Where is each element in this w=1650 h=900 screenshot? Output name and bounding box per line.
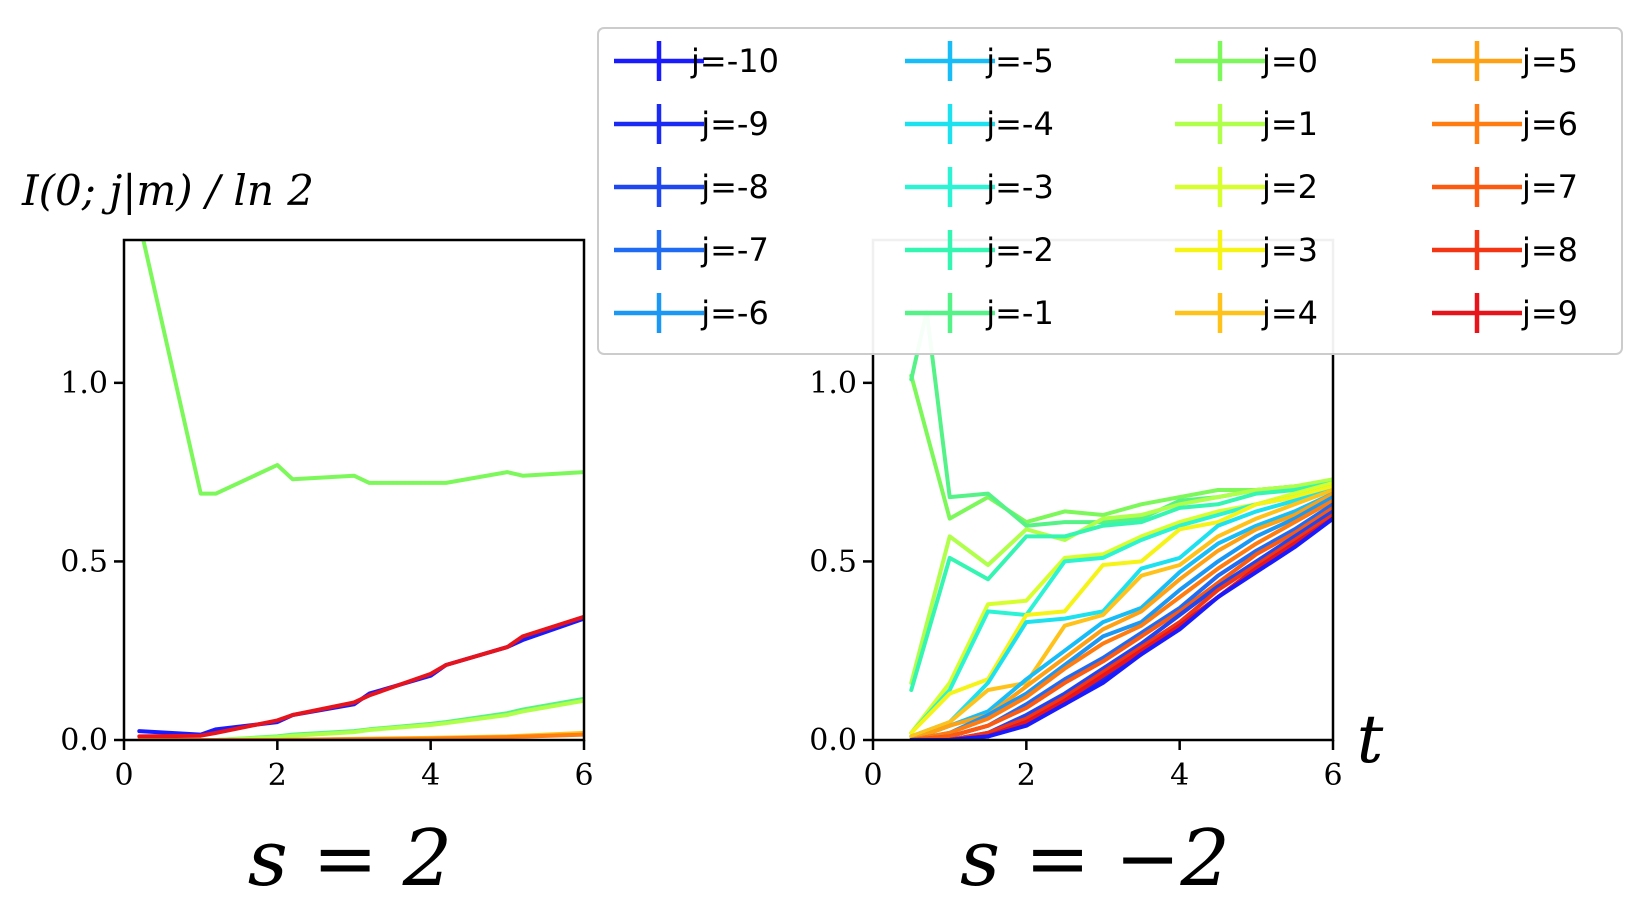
ticks-s-minus2: 0 2 4 6 0.0 0.5 1.0 xyxy=(809,366,1342,793)
series-line-j=0-s2 xyxy=(141,240,584,496)
legend-box xyxy=(597,27,1623,355)
legend-label: j=-8 xyxy=(700,168,769,206)
y-tick-label: 1.0 xyxy=(809,366,857,401)
legend-item: j=-8 xyxy=(614,167,769,207)
series-line-j=3-s-minus2 xyxy=(909,484,1333,735)
x-tick-label: 6 xyxy=(1323,758,1342,793)
series-line-j=6-s-minus2 xyxy=(909,498,1333,740)
series-line-j=-10-s-minus2 xyxy=(909,516,1333,740)
legend-label: j=-6 xyxy=(700,294,769,332)
legend-label: j=4 xyxy=(1261,294,1318,332)
legend: j=-10 j=-9 j=-8 j=-7 j=-6 j=-5 j=-4 j=-3 j=-2 j=-… xyxy=(597,27,1623,355)
legend-label: j=7 xyxy=(1521,168,1578,206)
chart-panel-s-minus2: 0 2 4 6 0.0 0.5 1.0 t s = −2 xyxy=(809,238,1384,900)
x-tick-label: 2 xyxy=(1017,758,1036,793)
x-tick-label: 0 xyxy=(114,758,133,793)
legend-label: j=5 xyxy=(1521,42,1578,80)
legend-label: j=-3 xyxy=(985,168,1054,206)
chart-panel-s2: I(0; j|m) / ln 2 0 2 4 6 0.0 0.5 1.0 s = 2 xyxy=(21,166,594,900)
legend-items: j=-10 j=-9 j=-8 j=-7 j=-6 j=-5 j=-4 j=-3 j=-2 j=-… xyxy=(614,41,1578,333)
legend-item: j=4 xyxy=(1175,293,1318,333)
series-line-j=-2-s-minus2 xyxy=(909,480,1333,692)
legend-item: j=-7 xyxy=(614,230,769,270)
legend-label: j=-9 xyxy=(700,105,769,143)
y-axis-label: I(0; j|m) / ln 2 xyxy=(21,166,314,215)
x-axis-label-t: t xyxy=(1357,701,1384,778)
legend-label: j=-2 xyxy=(985,231,1054,269)
legend-label: j=-4 xyxy=(985,105,1054,143)
legend-item: j=-3 xyxy=(905,167,1054,207)
legend-item: j=0 xyxy=(1175,41,1318,81)
legend-item: j=8 xyxy=(1432,230,1578,270)
y-tick-label: 0.5 xyxy=(809,544,857,579)
legend-item: j=7 xyxy=(1432,167,1578,207)
legend-label: j=2 xyxy=(1261,168,1318,206)
y-tick-label: 1.0 xyxy=(60,366,108,401)
legend-item: j=-4 xyxy=(905,104,1054,144)
legend-label: j=-7 xyxy=(700,231,769,269)
legend-label: j=1 xyxy=(1261,105,1318,143)
legend-label: j=-10 xyxy=(690,42,779,80)
legend-item: j=5 xyxy=(1432,41,1578,81)
panel-title-s-minus2: s = −2 xyxy=(960,814,1230,900)
y-tick-label: 0.0 xyxy=(60,723,108,758)
legend-label: j=3 xyxy=(1261,231,1318,269)
legend-item: j=3 xyxy=(1175,230,1318,270)
legend-item: j=-9 xyxy=(614,104,769,144)
series-line-j=8-s-minus2 xyxy=(909,513,1333,740)
x-tick-label: 6 xyxy=(574,758,593,793)
series-line-j=-4-s-minus2 xyxy=(909,488,1333,739)
x-tick-label: 4 xyxy=(421,758,440,793)
series-line-j=4-s-minus2 xyxy=(909,488,1333,739)
series-line-j=9-s2 xyxy=(137,614,584,739)
x-tick-label: 4 xyxy=(1170,758,1189,793)
legend-item: j=2 xyxy=(1175,167,1318,207)
series-line-j=-10-s2 xyxy=(137,616,584,737)
x-tick-label: 0 xyxy=(863,758,882,793)
legend-label: j=0 xyxy=(1261,42,1318,80)
series-line-j=7-s-minus2 xyxy=(909,505,1333,740)
series-line-j=1-s-minus2 xyxy=(909,477,1333,685)
panel-title-s2: s = 2 xyxy=(248,814,453,900)
plot-lines-s2 xyxy=(137,240,584,740)
legend-item: j=9 xyxy=(1432,293,1578,333)
ticks-s2: 0 2 4 6 0.0 0.5 1.0 xyxy=(60,366,593,793)
legend-item: j=-5 xyxy=(905,41,1054,81)
y-tick-label: 0.5 xyxy=(60,544,108,579)
legend-item: j=6 xyxy=(1432,104,1578,144)
series-line-j=1-s2 xyxy=(137,698,584,740)
legend-label: j=-1 xyxy=(985,294,1054,332)
legend-item: j=-6 xyxy=(614,293,769,333)
legend-item: j=-2 xyxy=(905,230,1054,270)
plot-lines-s-minus2 xyxy=(909,309,1333,740)
legend-label: j=9 xyxy=(1521,294,1578,332)
legend-item: j=-1 xyxy=(905,293,1054,333)
x-tick-label: 2 xyxy=(268,758,287,793)
legend-label: j=-5 xyxy=(985,42,1054,80)
series-line-j=-6-s-minus2 xyxy=(909,495,1333,740)
legend-label: j=6 xyxy=(1521,105,1578,143)
legend-item: j=-10 xyxy=(614,41,779,81)
axes-frame-s2 xyxy=(122,238,586,742)
legend-label: j=8 xyxy=(1521,231,1578,269)
series-line-j=-5-s-minus2 xyxy=(909,491,1333,740)
legend-item: j=1 xyxy=(1175,104,1318,144)
y-tick-label: 0.0 xyxy=(809,723,857,758)
